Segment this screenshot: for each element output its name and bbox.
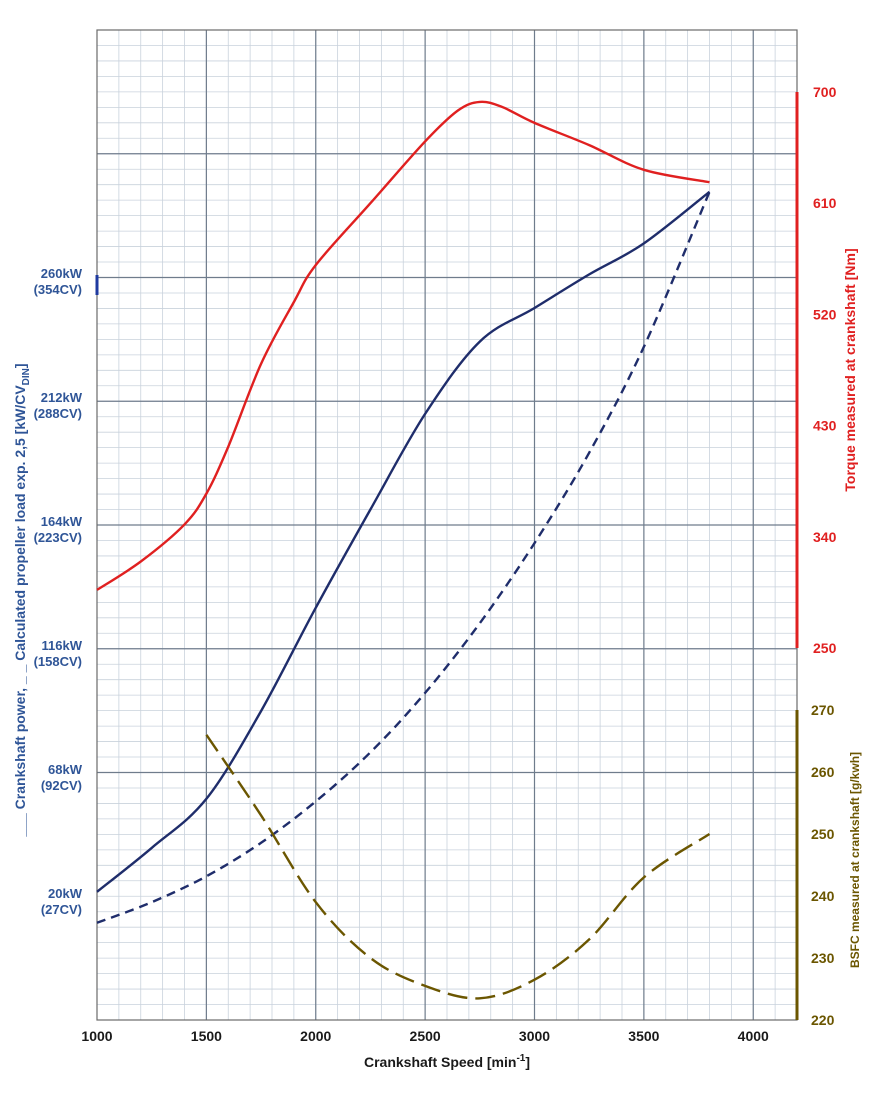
- crankshaft-power-line: [96, 190, 711, 893]
- bsfc-tick-label: 220: [811, 1012, 835, 1028]
- torque-tick-label: 340: [813, 529, 837, 545]
- torque-tick-label: 250: [813, 640, 837, 656]
- series-layer: [96, 100, 711, 1000]
- bsfc-line: [205, 734, 711, 1000]
- x-tick-label: 1000: [81, 1028, 112, 1044]
- power-tick-kw: 20kW: [48, 886, 83, 901]
- power-tick-kw: 260kW: [41, 266, 83, 281]
- torque-tick-label: 430: [813, 418, 837, 434]
- x-axis-ticks: 1000 1500 2000 2500 3000 3500 4000: [81, 1028, 769, 1044]
- power-axis-ticks: 20kW(27CV) 68kW(92CV) 116kW(158CV) 164kW(22…: [34, 266, 83, 917]
- x-tick-label: 1500: [191, 1028, 222, 1044]
- power-tick-cv: (27CV): [41, 902, 82, 917]
- bsfc-tick-label: 250: [811, 826, 835, 842]
- torque-tick-label: 520: [813, 306, 837, 322]
- power-axis-label: ___ Crankshaft power, _ _ Calculated pro…: [12, 363, 32, 837]
- power-tick-kw: 164kW: [41, 514, 83, 529]
- power-tick-cv: (223CV): [34, 530, 82, 545]
- power-tick-kw: 212kW: [41, 390, 83, 405]
- torque-axis-label: Torque measured at crankshaft [Nm]: [842, 248, 858, 491]
- x-axis-label: Crankshaft Speed [min-1]: [364, 1053, 530, 1070]
- bsfc-tick-label: 230: [811, 950, 835, 966]
- torque-line: [96, 100, 710, 591]
- torque-axis-ticks: 250 340 430 520 610 700: [813, 84, 837, 656]
- x-tick-label: 3500: [628, 1028, 659, 1044]
- major-gridlines: [97, 30, 797, 1020]
- x-tick-label: 3000: [519, 1028, 550, 1044]
- propeller-load-line: [96, 191, 711, 924]
- bsfc-tick-label: 260: [811, 764, 835, 780]
- power-tick-kw: 68kW: [48, 762, 83, 777]
- torque-tick-label: 610: [813, 195, 837, 211]
- x-tick-label: 4000: [738, 1028, 769, 1044]
- bsfc-axis-ticks: 220 230 240 250 260 270: [811, 702, 835, 1028]
- x-tick-label: 2500: [410, 1028, 441, 1044]
- power-tick-cv: (354CV): [34, 282, 82, 297]
- power-tick-cv: (92CV): [41, 778, 82, 793]
- x-tick-label: 2000: [300, 1028, 331, 1044]
- power-tick-kw: 116kW: [42, 638, 83, 653]
- bsfc-axis-label: BSFC measured at crankshaft [g/kwh]: [848, 752, 862, 968]
- power-tick-cv: (288CV): [34, 406, 82, 421]
- bsfc-tick-label: 240: [811, 888, 835, 904]
- torque-tick-label: 700: [813, 84, 837, 100]
- bsfc-tick-label: 270: [811, 702, 835, 718]
- power-tick-cv: (158CV): [34, 654, 82, 669]
